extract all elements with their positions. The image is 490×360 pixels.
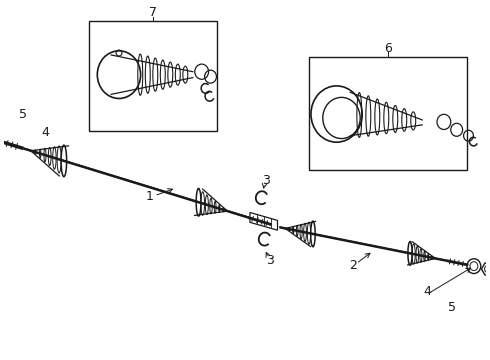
Text: 7: 7 xyxy=(149,6,157,19)
Text: 4: 4 xyxy=(423,285,431,298)
Text: 3: 3 xyxy=(266,254,273,267)
Text: 2: 2 xyxy=(349,259,357,272)
Text: 3: 3 xyxy=(262,174,270,186)
Bar xyxy=(90,21,218,131)
Text: 1: 1 xyxy=(146,190,153,203)
Text: 6: 6 xyxy=(384,41,392,55)
Text: 5: 5 xyxy=(448,301,456,315)
Bar xyxy=(309,57,466,170)
Text: 5: 5 xyxy=(20,108,27,121)
Text: 4: 4 xyxy=(41,126,49,139)
